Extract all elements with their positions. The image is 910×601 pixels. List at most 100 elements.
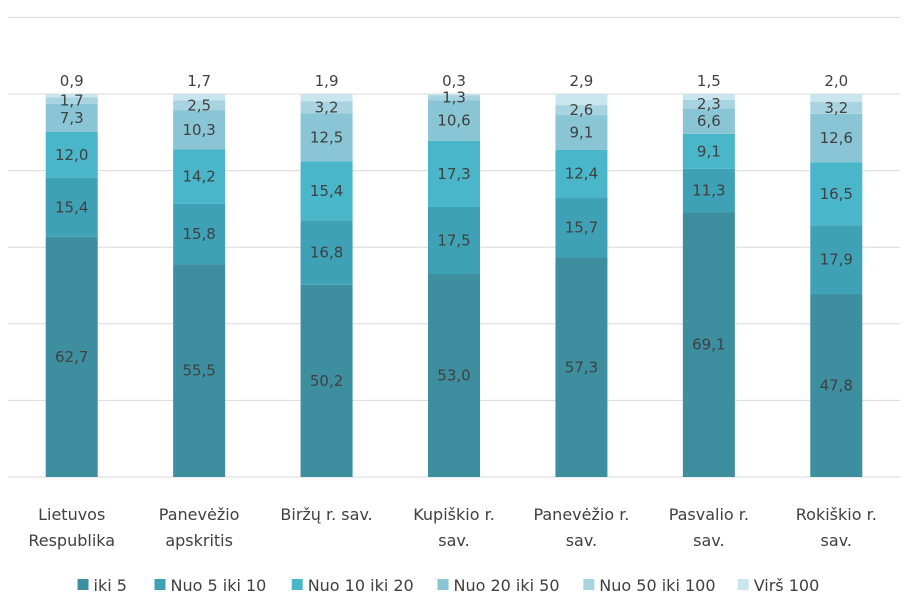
data-label: 1,5 <box>697 72 721 90</box>
bar-segment <box>45 131 98 178</box>
bar-segment <box>173 94 226 101</box>
data-label: 15,8 <box>182 225 215 243</box>
data-labels: 62,715,412,07,31,70,955,515,814,210,32,5… <box>55 72 853 394</box>
bar-segment <box>555 257 608 477</box>
data-label: 11,3 <box>692 181 725 199</box>
data-label: 9,1 <box>569 123 593 141</box>
data-label: 10,3 <box>182 121 215 139</box>
legend-label: Nuo 5 iki 10 <box>171 576 267 595</box>
data-label: 55,5 <box>182 362 215 380</box>
bar-segment <box>555 149 608 198</box>
data-label: 2,5 <box>187 96 211 114</box>
data-label: 0,3 <box>442 72 466 90</box>
data-label: 7,3 <box>60 109 84 127</box>
category-label: Pasvalio r. <box>669 505 749 524</box>
legend: iki 5 Nuo 5 iki 10 Nuo 10 iki 20 Nuo 20 iki… <box>77 576 820 595</box>
data-label: 0,9 <box>60 72 84 90</box>
bar-segment <box>173 264 226 477</box>
legend-label: Nuo 50 iki 100 <box>599 576 715 595</box>
category-label: sav. <box>693 531 724 550</box>
data-label: 15,4 <box>55 198 88 216</box>
legend-label: Nuo 20 iki 50 <box>454 576 560 595</box>
category-label: apskritis <box>165 531 233 550</box>
bar-segment <box>45 236 98 477</box>
bar-segment <box>682 99 735 109</box>
legend-label: Nuo 10 iki 20 <box>308 576 414 595</box>
legend-label: Virš 100 <box>754 576 820 595</box>
category-label: Biržų r. sav. <box>280 505 372 524</box>
data-label: 6,6 <box>697 112 721 130</box>
legend-swatch <box>291 579 303 590</box>
data-label: 1,9 <box>315 72 339 90</box>
bar-segment <box>173 110 226 150</box>
data-label: 2,9 <box>569 72 593 90</box>
bar-segment <box>45 177 98 237</box>
category-label: Panevėžio r. <box>533 505 629 524</box>
legend-swatch <box>737 579 749 590</box>
data-label: 62,7 <box>55 348 88 366</box>
bar-segment <box>810 293 863 477</box>
bar-segment <box>45 94 98 98</box>
data-label: 17,9 <box>820 251 853 269</box>
bar-segment <box>173 149 226 204</box>
data-label: 50,2 <box>310 372 343 390</box>
category-label: Respublika <box>28 531 115 550</box>
data-label: 17,3 <box>437 165 470 183</box>
bar-segment <box>682 168 735 213</box>
bar-segment <box>300 113 353 162</box>
bar-segment <box>682 108 735 134</box>
bar-segment <box>428 274 480 477</box>
data-label: 12,0 <box>55 146 88 164</box>
data-label: 47,8 <box>820 376 853 394</box>
data-label: 2,6 <box>569 101 593 119</box>
bar-segment <box>810 94 863 102</box>
legend-label: iki 5 <box>94 576 127 595</box>
category-label: Rokiškio r. <box>796 505 877 524</box>
bar-segment <box>682 212 735 477</box>
legend-swatch <box>77 579 89 590</box>
data-label: 15,7 <box>565 218 598 236</box>
bar-segment <box>45 103 98 132</box>
bar-segment <box>555 115 608 150</box>
data-label: 12,4 <box>565 165 598 183</box>
bar-segment <box>682 133 735 169</box>
data-label: 16,8 <box>310 244 343 262</box>
data-label: 12,6 <box>820 129 853 147</box>
bar-segment <box>810 225 863 294</box>
category-label: sav. <box>821 531 852 550</box>
category-label: Kupiškio r. <box>413 505 495 524</box>
bar-segment <box>300 94 353 102</box>
bar-segment <box>300 161 353 221</box>
bar-segment <box>555 197 608 258</box>
legend-swatch <box>437 579 449 590</box>
data-label: 3,2 <box>315 98 339 116</box>
bar-segment <box>810 101 863 114</box>
data-label: 3,2 <box>824 99 848 117</box>
data-label: 69,1 <box>692 336 725 354</box>
bar-segment <box>682 94 735 100</box>
data-label: 2,3 <box>697 95 721 113</box>
bar-segment <box>300 220 353 285</box>
bar-segment <box>555 105 608 116</box>
bar-segment <box>428 206 480 275</box>
category-label: Lietuvos <box>38 505 105 524</box>
data-label: 53,0 <box>437 367 470 385</box>
bar-segment <box>45 97 98 104</box>
bar-segment <box>428 140 480 207</box>
bar-segment <box>555 94 608 106</box>
bar-segment <box>810 113 863 163</box>
data-label: 12,5 <box>310 128 343 146</box>
data-label: 10,6 <box>437 111 470 129</box>
data-label: 1,3 <box>442 89 466 107</box>
data-label: 57,3 <box>565 358 598 376</box>
category-labels: Lietuvos Respublika Panevėžio apskritis Birž… <box>28 505 876 550</box>
category-label: Panevėžio <box>159 505 240 524</box>
bar-segment <box>428 94 480 96</box>
data-label: 17,5 <box>437 231 470 249</box>
data-label: 14,2 <box>182 168 215 186</box>
bar-segment <box>173 203 226 265</box>
bar-segment <box>173 100 226 111</box>
legend-swatch <box>583 579 595 590</box>
data-label: 2,0 <box>824 72 848 90</box>
